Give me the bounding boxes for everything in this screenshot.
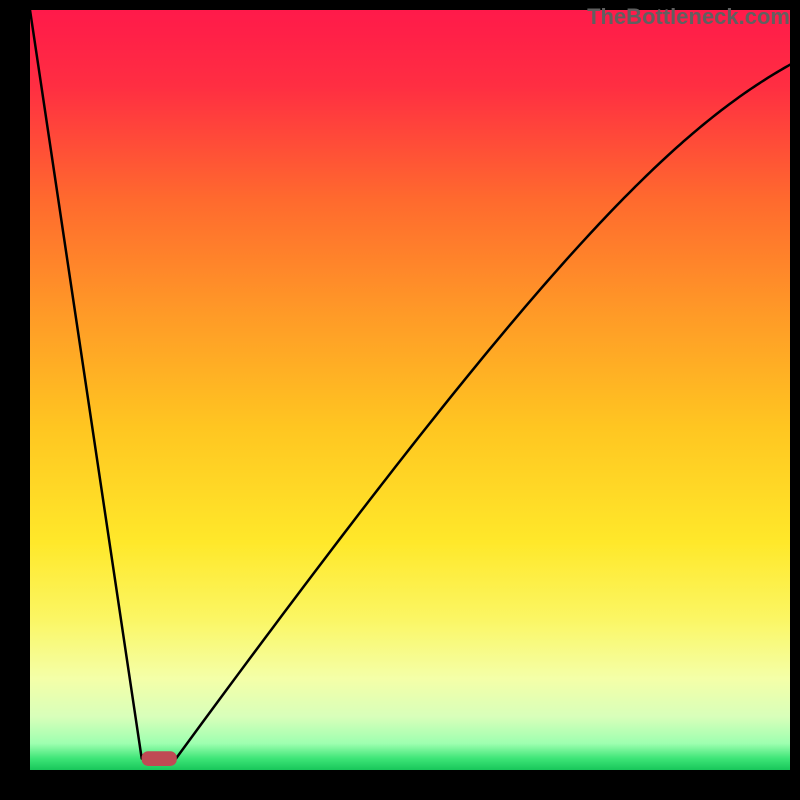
bottleneck-chart: TheBottleneck.com [0,0,800,800]
chart-svg [0,0,800,800]
bottleneck-marker [142,752,176,766]
watermark-text: TheBottleneck.com [587,4,790,30]
plot-area [30,10,790,770]
